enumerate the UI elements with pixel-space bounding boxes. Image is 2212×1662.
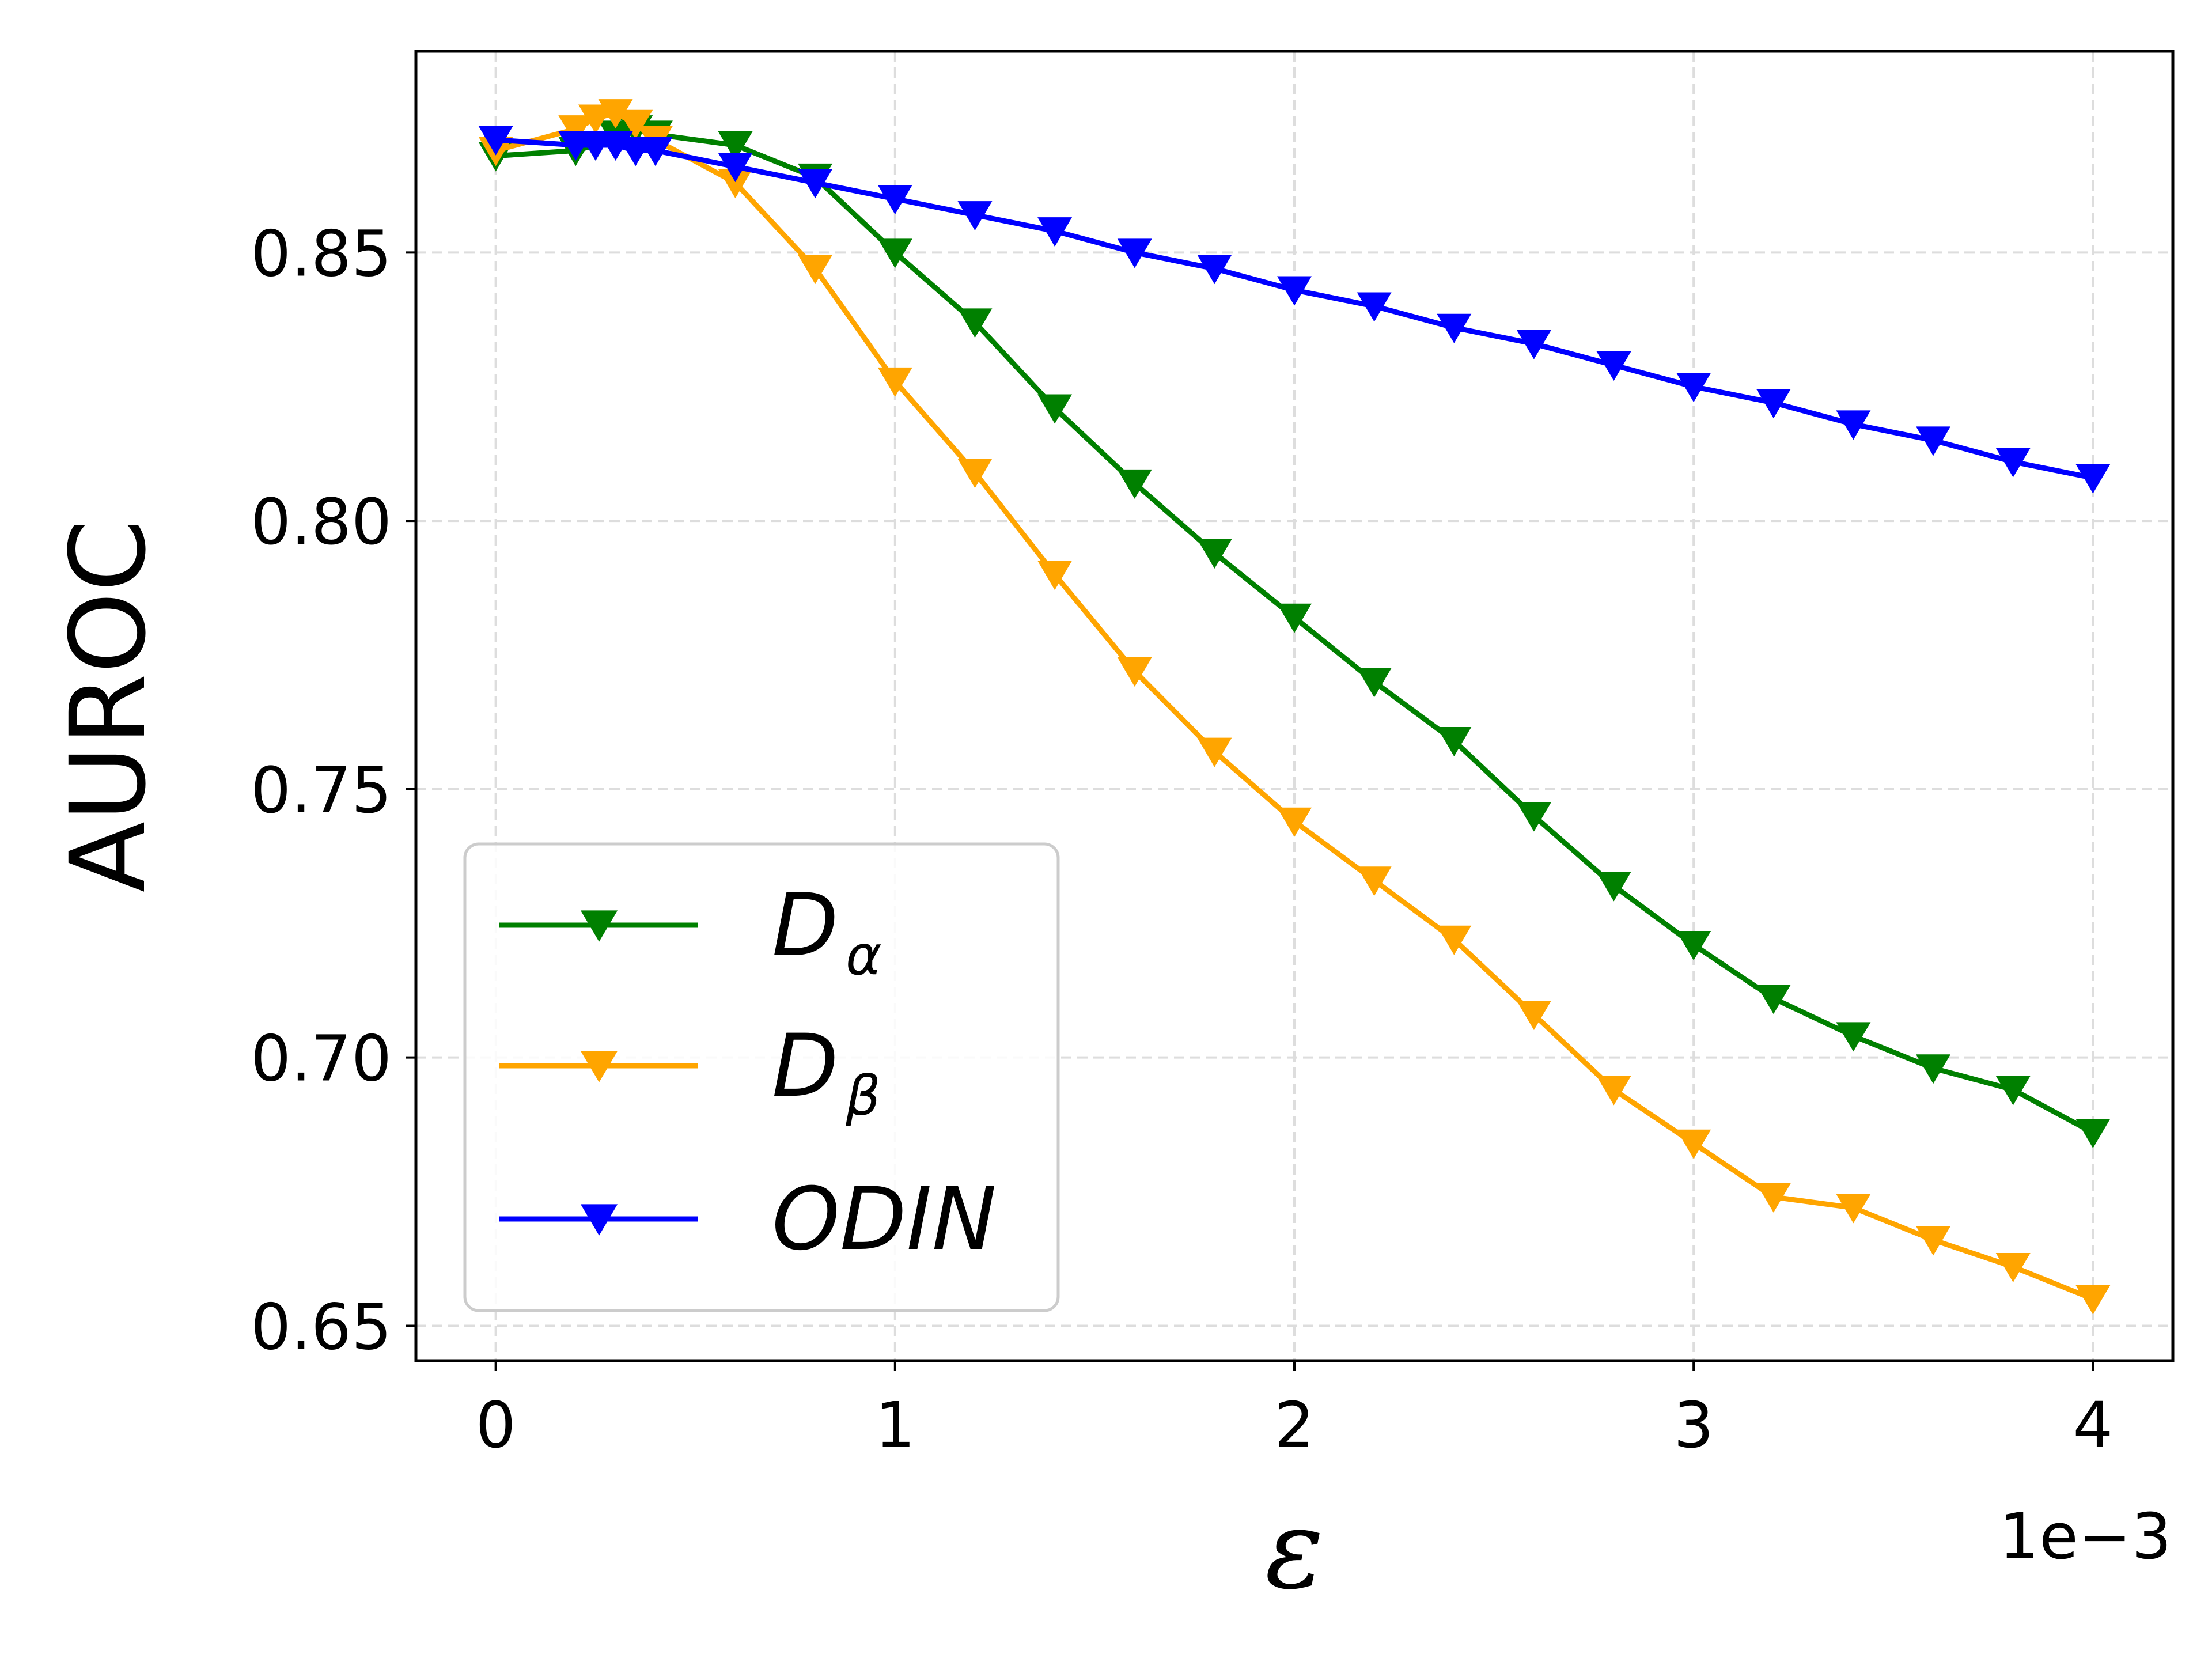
data-point-marker [1516, 1001, 1551, 1031]
data-point-marker [1277, 807, 1312, 837]
data-point-marker [957, 201, 993, 231]
data-point-marker [478, 126, 513, 156]
data-point-marker [957, 459, 993, 489]
data-point-marker [1516, 330, 1551, 359]
grid [416, 51, 2173, 1361]
y-tick-label: 0.65 [251, 1290, 392, 1364]
x-tick-label: 3 [1673, 1388, 1714, 1462]
data-point-marker [1596, 1076, 1631, 1106]
data-point-marker [1916, 1054, 1951, 1084]
data-point-marker [1277, 603, 1312, 633]
data-point-marker [1117, 238, 1152, 268]
series-odin [478, 126, 2111, 494]
data-point-marker [1437, 925, 1472, 955]
data-point-marker [1357, 866, 1392, 896]
legend-label: D [772, 1016, 839, 1116]
data-point-marker [558, 115, 593, 145]
legend-label-subscript: α [846, 924, 882, 987]
legend-label: D [772, 876, 839, 976]
data-point-marker [798, 255, 833, 285]
data-point-marker [638, 137, 673, 166]
data-point-marker [1995, 1252, 2031, 1282]
y-axis-label: AUROC [48, 520, 169, 892]
x-tick-label: 1 [875, 1388, 915, 1462]
data-point-marker [1037, 561, 1073, 590]
data-point-marker [1596, 872, 1631, 902]
legend-marker-icon [581, 1204, 618, 1236]
data-point-marker [957, 308, 993, 338]
data-point-marker [1117, 657, 1152, 687]
data-point-marker [2075, 1119, 2111, 1149]
data-point-marker [1037, 217, 1073, 247]
data-point-marker [1197, 255, 1232, 285]
data-point-marker [718, 131, 753, 161]
data-point-marker [1916, 426, 1951, 456]
data-point-marker [2075, 1285, 2111, 1315]
legend-item[interactable]: ODIN [499, 1169, 997, 1270]
data-point-marker [1756, 1183, 1791, 1213]
legend-marker-icon [581, 1051, 618, 1082]
data-point-marker [1836, 1022, 1871, 1052]
data-point-marker [718, 153, 753, 183]
data-point-marker [1756, 389, 1791, 419]
data-point-marker [1596, 351, 1631, 381]
x-tick-label: 4 [2073, 1388, 2113, 1462]
x-axis-label: ε [1265, 1486, 1324, 1613]
data-point-marker [1197, 737, 1232, 767]
y-tick-label: 0.70 [251, 1022, 392, 1096]
data-point-marker [1995, 448, 2031, 478]
data-point-marker [1836, 1194, 1871, 1224]
data-point-marker [1516, 802, 1551, 832]
data-point-marker [1676, 373, 1711, 403]
data-point-marker [598, 99, 633, 129]
x-axis-offset-text: 1e−3 [1999, 1500, 2172, 1573]
data-point-marker [1277, 276, 1312, 306]
legend-label: ODIN [772, 1169, 997, 1270]
data-point-marker [1357, 668, 1392, 698]
legend-label-subscript: β [845, 1065, 881, 1128]
legend-box [463, 842, 1060, 1312]
data-point-marker [1197, 539, 1232, 569]
y-tick-label: 0.80 [251, 485, 392, 559]
y-tick-label: 0.85 [251, 217, 392, 290]
data-point-marker [1916, 1226, 1951, 1256]
data-point-marker [1676, 931, 1711, 961]
y-tick-label: 0.75 [251, 754, 392, 827]
data-point-marker [1676, 1129, 1711, 1159]
data-point-marker [1037, 394, 1073, 424]
data-point-marker [578, 104, 613, 134]
data-point-marker [1357, 292, 1392, 322]
data-point-marker [877, 367, 912, 397]
series [478, 99, 2111, 1315]
data-point-marker [2075, 464, 2111, 494]
x-tick-label: 2 [1274, 1388, 1315, 1462]
x-tick-label: 0 [476, 1388, 516, 1462]
data-point-marker [1995, 1076, 2031, 1106]
data-point-marker [877, 185, 912, 215]
data-point-marker [1437, 313, 1472, 343]
data-point-marker [1437, 727, 1472, 757]
legend-marker-icon [581, 910, 618, 942]
data-point-marker [798, 169, 833, 199]
data-point-marker [1117, 469, 1152, 499]
data-point-marker [1756, 985, 1791, 1014]
data-point-marker [718, 169, 753, 199]
data-point-marker [618, 109, 653, 139]
ticks: 0 1 2 3 4 0.65 0.70 0.75 0.80 0.85 [251, 217, 2113, 1462]
data-point-marker [1836, 410, 1871, 440]
data-point-marker [877, 238, 912, 268]
